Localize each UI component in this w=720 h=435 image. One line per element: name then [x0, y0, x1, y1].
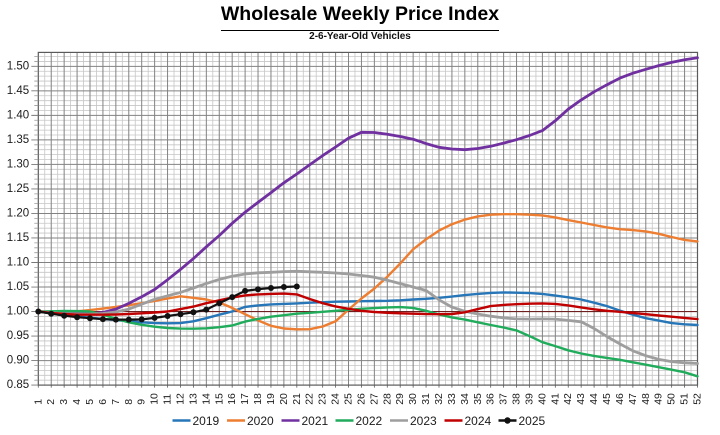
- svg-text:23: 23: [317, 393, 329, 405]
- svg-text:40: 40: [536, 393, 548, 405]
- svg-text:46: 46: [614, 393, 626, 405]
- svg-text:20: 20: [278, 393, 290, 405]
- svg-text:1.20: 1.20: [7, 208, 29, 220]
- svg-text:8: 8: [123, 399, 135, 405]
- svg-text:2: 2: [45, 399, 57, 405]
- svg-text:45: 45: [601, 393, 613, 405]
- svg-text:10: 10: [149, 393, 161, 405]
- svg-text:18: 18: [252, 393, 264, 405]
- svg-text:32: 32: [433, 393, 445, 405]
- svg-text:49: 49: [653, 393, 665, 405]
- svg-text:3: 3: [58, 399, 70, 405]
- svg-text:0.85: 0.85: [7, 379, 29, 391]
- svg-text:1.00: 1.00: [7, 306, 29, 318]
- svg-text:36: 36: [485, 393, 497, 405]
- svg-text:1.40: 1.40: [7, 109, 29, 121]
- svg-text:25: 25: [343, 393, 355, 405]
- svg-text:2023: 2023: [410, 414, 437, 428]
- svg-text:38: 38: [511, 393, 523, 405]
- svg-text:51: 51: [679, 393, 691, 405]
- svg-text:2021: 2021: [302, 414, 329, 428]
- svg-text:29: 29: [394, 393, 406, 405]
- svg-text:0.95: 0.95: [7, 330, 29, 342]
- svg-text:48: 48: [640, 393, 652, 405]
- svg-text:28: 28: [381, 393, 393, 405]
- svg-text:37: 37: [498, 393, 510, 405]
- svg-text:2022: 2022: [356, 414, 383, 428]
- svg-text:33: 33: [446, 393, 458, 405]
- svg-text:1.05: 1.05: [7, 281, 29, 293]
- svg-text:44: 44: [588, 393, 600, 405]
- svg-text:19: 19: [265, 393, 277, 405]
- svg-text:13: 13: [187, 393, 199, 405]
- svg-text:34: 34: [459, 393, 471, 405]
- svg-text:50: 50: [666, 393, 678, 405]
- svg-text:1.15: 1.15: [7, 232, 29, 244]
- svg-text:1.45: 1.45: [7, 85, 29, 97]
- svg-text:17: 17: [239, 393, 251, 405]
- svg-text:31: 31: [420, 393, 432, 405]
- svg-text:4: 4: [71, 399, 83, 405]
- svg-text:27: 27: [368, 393, 380, 405]
- svg-text:12: 12: [175, 393, 187, 405]
- svg-text:22: 22: [304, 393, 316, 405]
- svg-text:1: 1: [32, 399, 44, 405]
- svg-text:16: 16: [226, 393, 238, 405]
- svg-text:24: 24: [330, 393, 342, 405]
- svg-text:1.35: 1.35: [7, 134, 29, 146]
- svg-text:35: 35: [472, 393, 484, 405]
- svg-text:15: 15: [213, 393, 225, 405]
- svg-text:6: 6: [97, 399, 109, 405]
- svg-text:2025: 2025: [519, 414, 546, 428]
- svg-text:1.25: 1.25: [7, 183, 29, 195]
- svg-text:2020: 2020: [247, 414, 274, 428]
- svg-text:1.30: 1.30: [7, 158, 29, 170]
- svg-text:11: 11: [162, 394, 174, 405]
- svg-text:26: 26: [355, 393, 367, 405]
- svg-text:41: 41: [549, 393, 561, 405]
- svg-text:47: 47: [627, 393, 639, 405]
- svg-text:52: 52: [692, 393, 704, 405]
- svg-text:42: 42: [562, 393, 574, 405]
- svg-text:0.90: 0.90: [7, 355, 29, 367]
- svg-text:30: 30: [407, 393, 419, 405]
- svg-text:7: 7: [110, 399, 122, 405]
- svg-text:5: 5: [84, 399, 96, 405]
- svg-text:1.50: 1.50: [7, 60, 29, 72]
- svg-text:21: 21: [291, 393, 303, 405]
- svg-text:2019: 2019: [193, 414, 220, 428]
- svg-text:14: 14: [200, 393, 212, 405]
- svg-text:39: 39: [524, 393, 536, 405]
- svg-text:1.10: 1.10: [7, 257, 29, 269]
- svg-text:2024: 2024: [465, 414, 492, 428]
- svg-text:9: 9: [136, 399, 148, 405]
- svg-text:43: 43: [575, 393, 587, 405]
